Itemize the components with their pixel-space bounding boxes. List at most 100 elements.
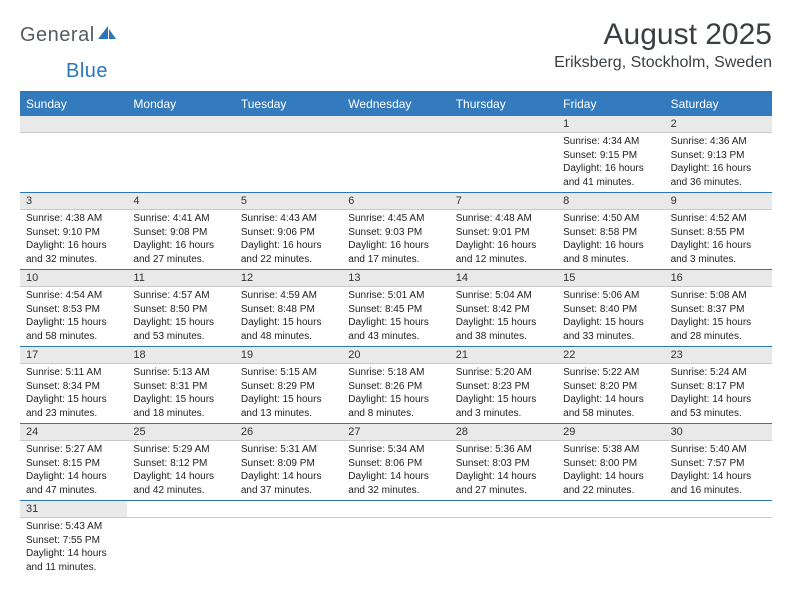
day-info: Sunrise: 5:06 AMSunset: 8:40 PMDaylight:…	[557, 287, 664, 346]
day-info: Sunrise: 4:41 AMSunset: 9:08 PMDaylight:…	[127, 210, 234, 269]
day-number: 21	[450, 347, 557, 363]
week-info-row: Sunrise: 4:34 AMSunset: 9:15 PMDaylight:…	[20, 133, 772, 193]
day-header-sunday: Sunday	[20, 93, 127, 116]
location: Eriksberg, Stockholm, Sweden	[554, 54, 772, 72]
day-number: 10	[20, 270, 127, 286]
day-info: Sunrise: 4:43 AMSunset: 9:06 PMDaylight:…	[235, 210, 342, 269]
day-number: 2	[665, 116, 772, 132]
week-num-row: 17181920212223	[20, 347, 772, 364]
empty-cell	[450, 518, 557, 577]
day-number: 19	[235, 347, 342, 363]
empty-cell	[342, 518, 449, 577]
day-number: 26	[235, 424, 342, 440]
day-header-thursday: Thursday	[450, 93, 557, 116]
empty-cell	[450, 501, 557, 517]
day-number: 23	[665, 347, 772, 363]
week-info-row: Sunrise: 5:27 AMSunset: 8:15 PMDaylight:…	[20, 441, 772, 501]
empty-cell	[557, 501, 664, 517]
month-title: August 2025	[554, 18, 772, 52]
day-info: Sunrise: 4:38 AMSunset: 9:10 PMDaylight:…	[20, 210, 127, 269]
week-info-row: Sunrise: 4:54 AMSunset: 8:53 PMDaylight:…	[20, 287, 772, 347]
day-info: Sunrise: 4:54 AMSunset: 8:53 PMDaylight:…	[20, 287, 127, 346]
day-number: 30	[665, 424, 772, 440]
week-num-row: 31	[20, 501, 772, 518]
week-num-row: 12	[20, 116, 772, 133]
day-number: 8	[557, 193, 664, 209]
day-number: 28	[450, 424, 557, 440]
week-num-row: 3456789	[20, 193, 772, 210]
logo: General	[20, 24, 118, 47]
empty-cell	[342, 501, 449, 517]
day-number: 3	[20, 193, 127, 209]
empty-cell	[235, 133, 342, 192]
day-number: 22	[557, 347, 664, 363]
day-number: 20	[342, 347, 449, 363]
empty-cell	[127, 116, 234, 132]
day-number: 12	[235, 270, 342, 286]
empty-cell	[235, 116, 342, 132]
day-number: 9	[665, 193, 772, 209]
title-block: August 2025 Eriksberg, Stockholm, Sweden	[554, 18, 772, 72]
day-info: Sunrise: 5:40 AMSunset: 7:57 PMDaylight:…	[665, 441, 772, 500]
empty-cell	[450, 116, 557, 132]
empty-cell	[127, 133, 234, 192]
day-header-saturday: Saturday	[665, 93, 772, 116]
empty-cell	[342, 116, 449, 132]
day-number: 7	[450, 193, 557, 209]
empty-cell	[450, 133, 557, 192]
day-number: 16	[665, 270, 772, 286]
day-info: Sunrise: 4:57 AMSunset: 8:50 PMDaylight:…	[127, 287, 234, 346]
day-number: 13	[342, 270, 449, 286]
day-info: Sunrise: 5:43 AMSunset: 7:55 PMDaylight:…	[20, 518, 127, 577]
day-number: 29	[557, 424, 664, 440]
day-number: 14	[450, 270, 557, 286]
empty-cell	[665, 501, 772, 517]
day-number: 6	[342, 193, 449, 209]
day-info: Sunrise: 5:20 AMSunset: 8:23 PMDaylight:…	[450, 364, 557, 423]
day-number: 27	[342, 424, 449, 440]
logo-text-blue: Blue	[66, 60, 108, 82]
day-info: Sunrise: 4:52 AMSunset: 8:55 PMDaylight:…	[665, 210, 772, 269]
calendar: SundayMondayTuesdayWednesdayThursdayFrid…	[20, 91, 772, 577]
day-info: Sunrise: 5:36 AMSunset: 8:03 PMDaylight:…	[450, 441, 557, 500]
day-info: Sunrise: 4:34 AMSunset: 9:15 PMDaylight:…	[557, 133, 664, 192]
day-number: 18	[127, 347, 234, 363]
day-info: Sunrise: 5:13 AMSunset: 8:31 PMDaylight:…	[127, 364, 234, 423]
empty-cell	[235, 501, 342, 517]
day-info: Sunrise: 5:04 AMSunset: 8:42 PMDaylight:…	[450, 287, 557, 346]
empty-cell	[127, 501, 234, 517]
week-info-row: Sunrise: 4:38 AMSunset: 9:10 PMDaylight:…	[20, 210, 772, 270]
day-info: Sunrise: 5:29 AMSunset: 8:12 PMDaylight:…	[127, 441, 234, 500]
day-number: 11	[127, 270, 234, 286]
day-info: Sunrise: 5:18 AMSunset: 8:26 PMDaylight:…	[342, 364, 449, 423]
day-number: 25	[127, 424, 234, 440]
day-number: 31	[20, 501, 127, 517]
day-info: Sunrise: 5:27 AMSunset: 8:15 PMDaylight:…	[20, 441, 127, 500]
day-header-wednesday: Wednesday	[342, 93, 449, 116]
day-info: Sunrise: 5:01 AMSunset: 8:45 PMDaylight:…	[342, 287, 449, 346]
empty-cell	[557, 518, 664, 577]
day-info: Sunrise: 5:11 AMSunset: 8:34 PMDaylight:…	[20, 364, 127, 423]
logo-text-general: General	[20, 24, 95, 47]
empty-cell	[665, 518, 772, 577]
day-info: Sunrise: 5:38 AMSunset: 8:00 PMDaylight:…	[557, 441, 664, 500]
sail-icon	[96, 24, 118, 47]
week-info-row: Sunrise: 5:43 AMSunset: 7:55 PMDaylight:…	[20, 518, 772, 577]
empty-cell	[20, 116, 127, 132]
day-number: 24	[20, 424, 127, 440]
day-info: Sunrise: 5:24 AMSunset: 8:17 PMDaylight:…	[665, 364, 772, 423]
day-header-friday: Friday	[557, 93, 664, 116]
day-info: Sunrise: 5:15 AMSunset: 8:29 PMDaylight:…	[235, 364, 342, 423]
day-info: Sunrise: 5:22 AMSunset: 8:20 PMDaylight:…	[557, 364, 664, 423]
day-number: 4	[127, 193, 234, 209]
empty-cell	[20, 133, 127, 192]
day-header-row: SundayMondayTuesdayWednesdayThursdayFrid…	[20, 93, 772, 116]
day-info: Sunrise: 5:31 AMSunset: 8:09 PMDaylight:…	[235, 441, 342, 500]
week-num-row: 24252627282930	[20, 424, 772, 441]
day-number: 1	[557, 116, 664, 132]
day-number: 15	[557, 270, 664, 286]
day-number: 17	[20, 347, 127, 363]
day-info: Sunrise: 5:34 AMSunset: 8:06 PMDaylight:…	[342, 441, 449, 500]
day-info: Sunrise: 4:48 AMSunset: 9:01 PMDaylight:…	[450, 210, 557, 269]
day-info: Sunrise: 4:36 AMSunset: 9:13 PMDaylight:…	[665, 133, 772, 192]
